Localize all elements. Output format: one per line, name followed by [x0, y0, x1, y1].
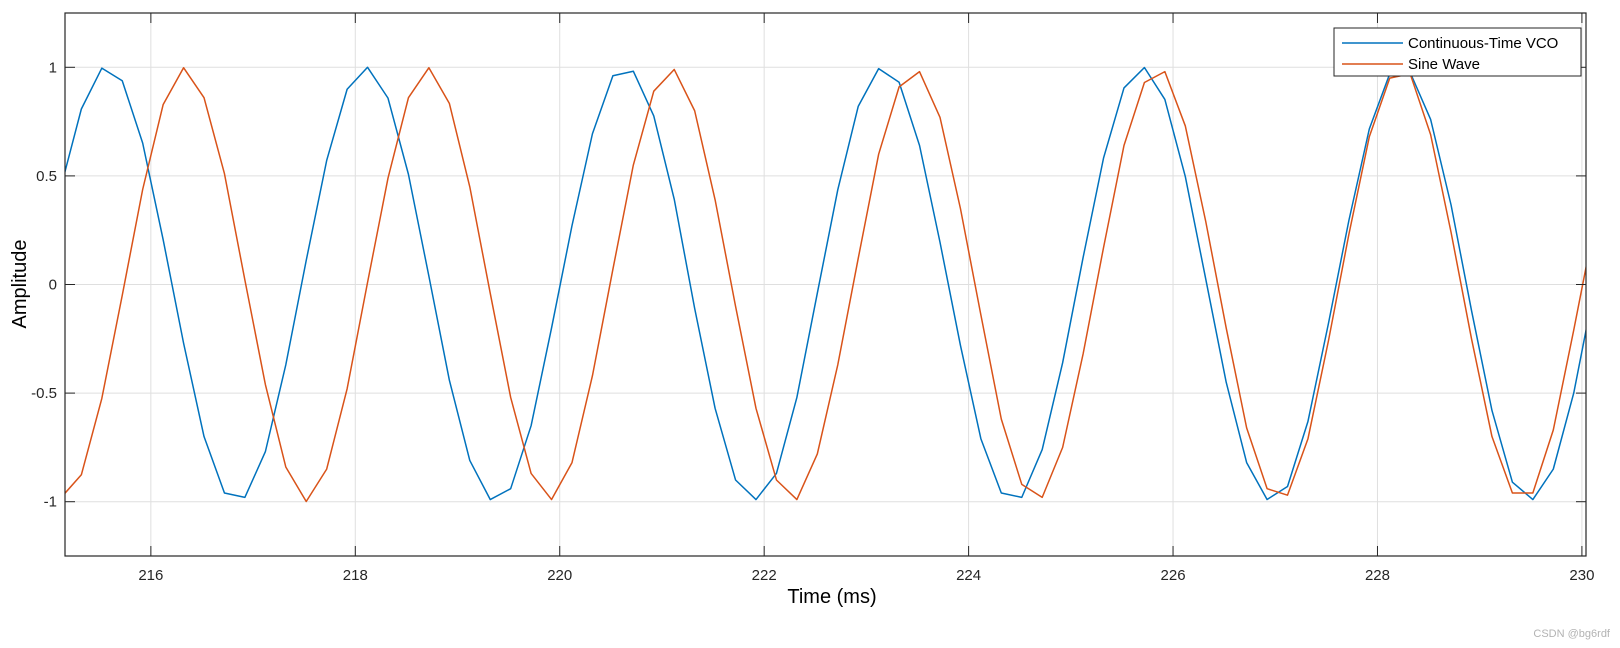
series-line-vco — [65, 66, 1586, 501]
x-tick-label: 228 — [1365, 567, 1390, 584]
x-tick-label: 220 — [547, 567, 572, 584]
x-axis-label: Time (ms) — [787, 586, 876, 608]
x-tick-label: 218 — [343, 567, 368, 584]
legend: Continuous-Time VCO Sine Wave — [1333, 27, 1582, 77]
legend-label-vco: Continuous-Time VCO — [1408, 35, 1558, 52]
x-tick-label: 224 — [956, 567, 981, 584]
y-axis-label: Amplitude — [9, 240, 31, 329]
tick-labels: 216 218 220 222 224 226 228 230 -1 -0.5 0 0.5 1 — [31, 59, 1594, 584]
x-tick-label: 222 — [752, 567, 777, 584]
legend-box — [1333, 27, 1582, 77]
series-layer — [65, 66, 1586, 503]
x-tick-label: 216 — [138, 567, 163, 584]
watermark: CSDN @bg6rdf — [1533, 628, 1610, 640]
y-tick-label: -1 — [44, 494, 57, 511]
x-tick-label: 226 — [1161, 567, 1186, 584]
series-line-sine — [65, 66, 1586, 503]
y-tick-label: 0.5 — [36, 168, 57, 185]
grid — [65, 13, 1586, 556]
y-tick-label: 1 — [49, 59, 57, 76]
y-tick-label: 0 — [49, 277, 57, 294]
x-tick-label: 230 — [1569, 567, 1594, 584]
legend-label-sine: Sine Wave — [1408, 56, 1480, 73]
y-tick-label: -0.5 — [31, 385, 57, 402]
